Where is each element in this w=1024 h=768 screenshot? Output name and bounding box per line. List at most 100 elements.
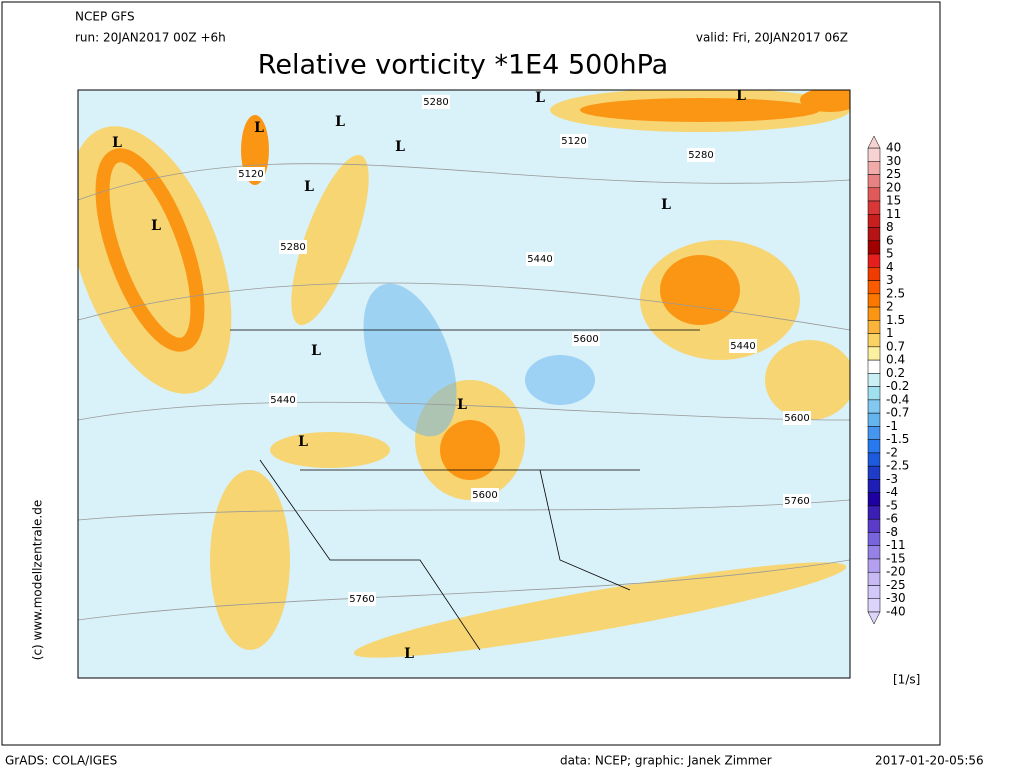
colorbar-label: -40 xyxy=(886,605,906,619)
contour-label-bg xyxy=(269,393,297,407)
colorbar-box xyxy=(867,346,881,361)
low-marker: L xyxy=(298,434,308,450)
footer-left: GrADS: COLA/IGES xyxy=(5,754,117,768)
colorbar-label: -15 xyxy=(886,551,906,565)
unit: [1/s] xyxy=(893,673,920,687)
contour-label: 5600 xyxy=(472,490,497,501)
footer-right: 2017-01-20-05:56 xyxy=(875,754,984,768)
colorbar-label: 0.2 xyxy=(886,366,905,380)
contour-label: 5600 xyxy=(784,413,809,424)
contour-label: 5440 xyxy=(270,395,295,406)
contour-label: 5120 xyxy=(238,169,263,180)
contour-label-bg xyxy=(783,494,811,508)
low-marker: L xyxy=(661,197,671,213)
colorbar-label: 4 xyxy=(886,260,894,274)
contour-label: 5760 xyxy=(349,594,374,605)
colorbar-box xyxy=(867,479,881,493)
colorbar-label: 30 xyxy=(886,154,901,168)
colorbar-box xyxy=(867,532,881,546)
colorbar-box xyxy=(867,187,881,202)
colorbar-box xyxy=(867,399,881,414)
colorbar-box xyxy=(867,240,881,255)
colorbar-label: 0.7 xyxy=(886,339,905,353)
contour-label-bg xyxy=(422,95,450,109)
colorbar-label: -2 xyxy=(886,445,898,459)
contour-label: 5440 xyxy=(730,341,755,352)
colorbar-label: -0.4 xyxy=(886,392,909,406)
model: NCEP GFS xyxy=(75,10,135,24)
colorbar-label: -6 xyxy=(886,512,898,526)
colorbar-label: 1 xyxy=(886,326,894,340)
colorbar-label: -5 xyxy=(886,498,898,512)
colorbar-box xyxy=(867,412,881,427)
contour-label: 5440 xyxy=(527,254,552,265)
run: run: 20JAN2017 00Z +6h xyxy=(75,31,226,45)
colorbar-label: 11 xyxy=(886,207,901,221)
colorbar-box xyxy=(867,452,881,467)
contour-label-bg xyxy=(560,134,588,148)
colorbar-box xyxy=(867,161,881,175)
colorbar-label: -0.7 xyxy=(886,406,909,420)
colorbar-box xyxy=(867,518,881,533)
colorbar-box xyxy=(867,492,881,507)
contour-label: 5600 xyxy=(573,334,598,345)
low-marker: L xyxy=(304,179,314,195)
contour-label: 5120 xyxy=(561,136,586,147)
colorbar-label: 20 xyxy=(886,180,901,194)
contour-label-bg xyxy=(471,488,499,502)
colorbar-label: -20 xyxy=(886,565,906,579)
contour-label-bg xyxy=(783,411,811,425)
low-marker: L xyxy=(736,88,746,104)
low-marker: L xyxy=(311,343,321,359)
colorbar-box xyxy=(867,426,881,440)
colorbar-box xyxy=(867,293,881,308)
low-marker: L xyxy=(395,139,405,155)
colorbar-label: -4 xyxy=(886,485,898,499)
colorbar-label: -8 xyxy=(886,525,898,539)
low-marker: L xyxy=(457,397,467,413)
contour-label-bg xyxy=(348,592,376,606)
colorbar-box xyxy=(867,505,881,520)
contour-label-bg xyxy=(687,148,715,162)
colorbar-label: 40 xyxy=(886,141,901,155)
colorbar-box xyxy=(867,359,881,374)
colorbar-box xyxy=(867,545,881,560)
colorbar-label: -0.2 xyxy=(886,379,909,393)
low-marker: L xyxy=(254,120,264,136)
colorbar-label: 1.5 xyxy=(886,313,905,327)
contour-label-bg xyxy=(526,252,554,266)
colorbar: 403025201511865432.521.510.70.40.2-0.2-0… xyxy=(867,135,909,625)
colorbar-box xyxy=(867,320,881,334)
colorbar-box xyxy=(867,386,881,401)
colorbar-box xyxy=(867,558,881,573)
colorbar-box xyxy=(867,571,881,586)
colorbar-box xyxy=(867,200,881,215)
colorbar-box xyxy=(867,214,881,228)
colorbar-box xyxy=(867,598,881,613)
colorbar-label: 2.5 xyxy=(886,286,905,300)
colorbar-end xyxy=(867,135,881,149)
contour-label: 5280 xyxy=(423,97,448,108)
colorbar-end xyxy=(867,611,881,625)
low-marker: L xyxy=(535,90,545,106)
colorbar-box xyxy=(867,306,881,321)
low-marker: L xyxy=(404,646,414,662)
colorbar-label: 15 xyxy=(886,194,901,208)
colorbar-box xyxy=(867,147,881,162)
colorbar-label: 2 xyxy=(886,300,894,314)
contour-label-bg xyxy=(729,339,757,353)
colorbar-label: 8 xyxy=(886,220,894,234)
colorbar-box xyxy=(867,373,881,387)
colorbar-label: -3 xyxy=(886,472,898,486)
frame xyxy=(1,1,941,746)
low-marker: L xyxy=(112,135,122,151)
valid: valid: Fri, 20JAN2017 06Z xyxy=(696,31,848,45)
colorbar-box xyxy=(867,227,881,242)
contour-label-bg xyxy=(279,240,307,254)
contour-label: 5760 xyxy=(784,496,809,507)
contour-label: 5280 xyxy=(280,242,305,253)
low-marker: L xyxy=(335,114,345,130)
title: Relative vorticity *1E4 500hPa xyxy=(258,50,668,81)
colorbar-label: 25 xyxy=(886,167,901,181)
